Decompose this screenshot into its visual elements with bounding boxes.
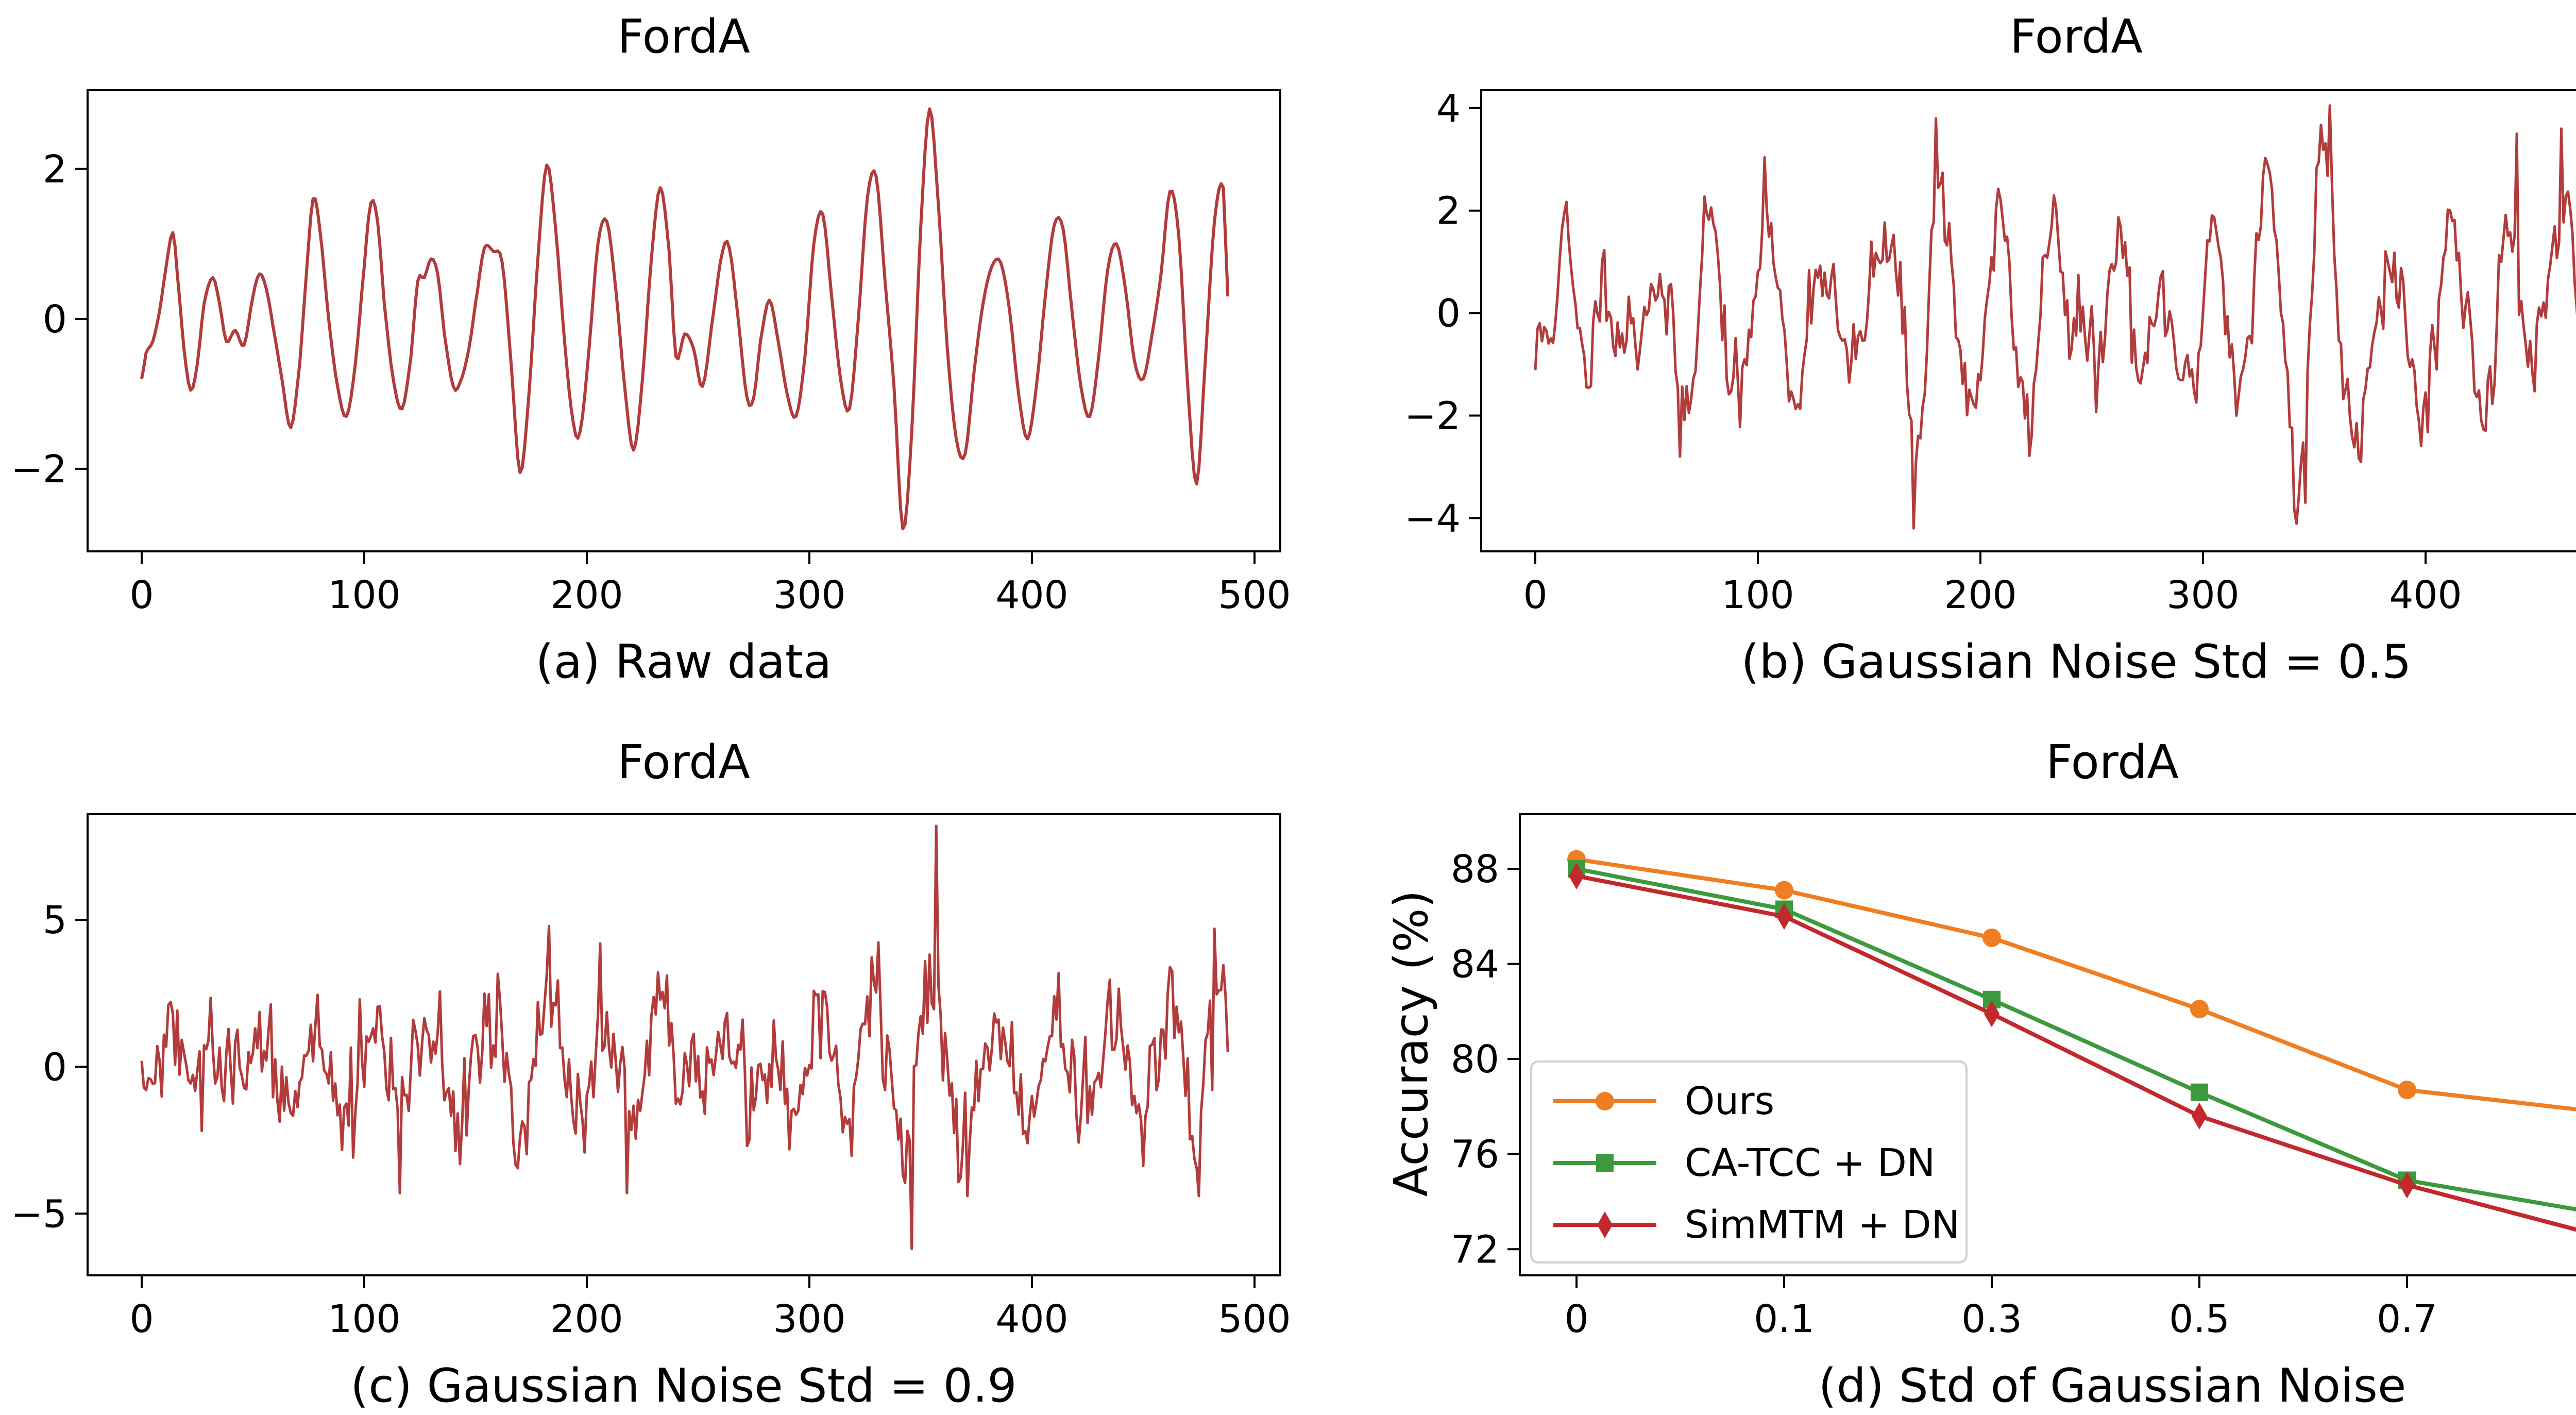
legend-label-simmtm: SimMTM + DN: [1685, 1203, 1960, 1247]
data-point: [1982, 928, 2001, 947]
x-tick-label: 0: [1523, 573, 1547, 617]
panel-d-ylabel: Accuracy (%): [1384, 890, 1438, 1197]
panel-d-frame: [1519, 813, 2576, 1276]
legend-frame: [1530, 1060, 1968, 1264]
panel-a-series: [140, 107, 1230, 531]
panel-b-tick-marks: [1469, 107, 2427, 564]
x-tick-label: 200: [550, 1297, 623, 1341]
data-point: [1775, 881, 1793, 900]
panel-d-legend: Ours CA-TCC + DN SimMTM + DN: [1530, 1060, 1968, 1264]
x-tick-label: 300: [2166, 573, 2239, 617]
panel-b-frame: [1480, 89, 2576, 552]
x-tick-label: 100: [1721, 573, 1794, 617]
panel-a-raw-data: FordA 0 100 200 300 400 500 −2 0 2 (a) Raw data: [11, 10, 1291, 689]
y-tick-label: −4: [1404, 496, 1461, 541]
x-tick-label: 0: [129, 1297, 154, 1341]
y-tick-label: −2: [11, 447, 67, 492]
y-tick-label: 84: [1451, 942, 1499, 987]
panel-a-frame: [87, 89, 1281, 552]
panel-b-y-tick-labels: −4 −2 0 2 4: [1404, 87, 1461, 541]
x-tick-label: 200: [1944, 573, 2016, 617]
legend-marker: [1596, 1154, 1614, 1172]
panel-c-frame: [87, 813, 1281, 1276]
panel-b-caption: (b) Gaussian Noise Std = 0.5: [1741, 635, 2411, 689]
panel-c-x-tick-labels: 0 100 200 300 400 500: [129, 1297, 1291, 1341]
legend-label-catcc: CA-TCC + DN: [1685, 1141, 1935, 1185]
y-tick-label: 2: [1436, 189, 1461, 233]
x-tick-label: 100: [328, 573, 400, 617]
x-tick-label: 300: [773, 573, 845, 617]
panel-a-y-tick-labels: −2 0 2: [11, 147, 67, 492]
panel-d-series: [1567, 850, 2576, 1232]
panel-a-caption: (a) Raw data: [536, 635, 832, 689]
noisy-signal-line: [140, 824, 1229, 1251]
panel-c-noise-0-9: FordA 0 100 200 300 400 500 −5 0 5 (c) Gaussian…: [11, 735, 1291, 1413]
x-tick-label: 0.5: [2169, 1297, 2230, 1341]
data-point: [1984, 1000, 1999, 1027]
x-tick-label: 500: [1218, 1297, 1291, 1341]
x-tick-label: 500: [1218, 573, 1291, 617]
panel-b-title: FordA: [2010, 10, 2143, 64]
panel-a-x-tick-labels: 0 100 200 300 400 500: [129, 573, 1291, 617]
y-tick-label: 2: [43, 147, 67, 192]
x-tick-label: 400: [995, 1297, 1068, 1341]
x-tick-label: 0: [129, 573, 154, 617]
data-point: [2399, 1171, 2415, 1199]
y-tick-label: 72: [1451, 1227, 1499, 1272]
x-tick-label: 400: [995, 573, 1068, 617]
y-tick-label: 0: [43, 297, 67, 342]
x-tick-label: 300: [773, 1297, 845, 1341]
panel-c-y-tick-labels: −5 0 5: [11, 898, 67, 1236]
x-tick-label: 0.1: [1754, 1297, 1815, 1341]
data-point: [1776, 903, 1792, 930]
y-tick-label: 4: [1436, 87, 1461, 131]
panel-d-x-tick-labels: 00.10.30.50.70.9: [1564, 1297, 2437, 1341]
x-tick-label: 0.3: [1961, 1297, 2022, 1341]
y-tick-label: −2: [1404, 394, 1461, 438]
legend-marker: [1597, 1211, 1613, 1238]
panel-d-y-tick-labels: 72 76 80 84 88: [1451, 847, 1499, 1272]
legend-label-ours: Ours: [1685, 1079, 1774, 1123]
x-tick-label: 100: [328, 1297, 400, 1341]
raw-signal-line: [140, 107, 1230, 531]
x-tick-label: 200: [550, 573, 623, 617]
panel-a-title: FordA: [617, 10, 750, 64]
panel-b-series: [1534, 104, 2576, 530]
y-tick-label: 5: [43, 898, 67, 942]
noisy-signal-line: [1534, 104, 2576, 530]
panel-c-title: FordA: [617, 735, 750, 789]
x-tick-label: 0.7: [2377, 1297, 2437, 1341]
x-tick-label: 400: [2389, 573, 2462, 617]
panel-d-title: FordA: [2046, 735, 2179, 789]
y-tick-label: 0: [43, 1045, 67, 1089]
y-tick-label: 76: [1451, 1133, 1499, 1177]
panel-c-series: [140, 824, 1229, 1251]
data-point: [2192, 1102, 2207, 1130]
y-tick-label: 80: [1451, 1037, 1499, 1082]
series-line-0: [1576, 857, 2576, 1111]
series-line-1: [1576, 867, 2576, 1211]
panel-d-tick-marks: [1507, 868, 2408, 1288]
series-line-2: [1576, 873, 2576, 1232]
y-tick-label: 88: [1451, 847, 1499, 891]
x-tick-label: 0: [1564, 1297, 1588, 1341]
y-tick-label: −5: [11, 1192, 67, 1236]
legend-marker: [1596, 1092, 1614, 1110]
panel-c-tick-marks: [75, 919, 1256, 1288]
panel-d-caption: (d) Std of Gaussian Noise: [1819, 1359, 2406, 1413]
panel-a-tick-marks: [75, 167, 1256, 564]
data-point: [2190, 1000, 2209, 1019]
panel-c-caption: (c) Gaussian Noise Std = 0.9: [350, 1359, 1016, 1413]
y-tick-label: 0: [1436, 292, 1461, 336]
data-point: [2398, 1081, 2416, 1100]
data-point: [1569, 862, 1584, 889]
data-point: [2191, 1083, 2208, 1101]
